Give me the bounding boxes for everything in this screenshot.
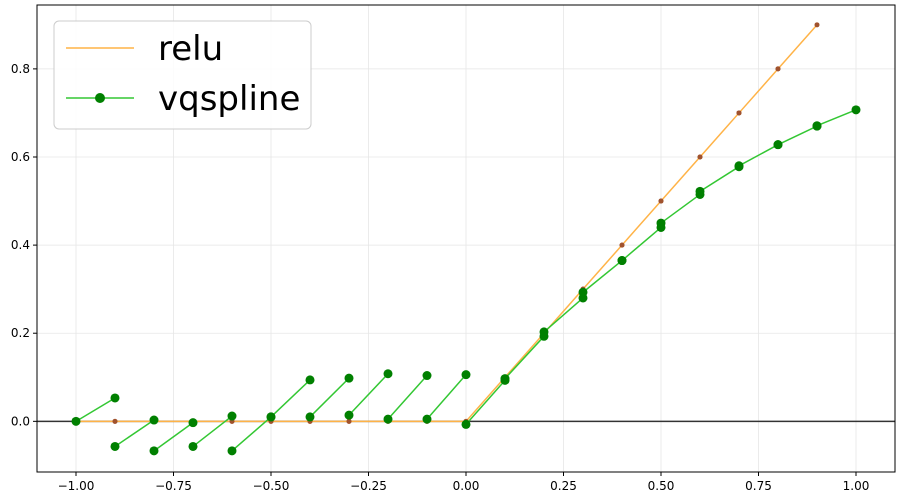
vqspline-point <box>344 373 354 383</box>
vqspline-point <box>734 161 744 171</box>
x-axis: −1.00 −0.75 −0.50 −0.25 0.00 0.25 0.50 0.75 1.00 <box>58 472 870 493</box>
y-axis: 0.0 0.2 0.4 0.6 0.8 <box>11 62 37 428</box>
vqspline-point <box>812 121 822 131</box>
y-tick-label: 0.4 <box>11 238 30 252</box>
vqspline-segment <box>465 379 506 425</box>
relu-point <box>697 154 703 160</box>
vqspline-point <box>188 441 198 451</box>
vqspline-segment <box>387 375 428 420</box>
relu-segment <box>621 200 662 246</box>
vqspline-point <box>266 412 276 422</box>
x-tick-label: 1.00 <box>843 479 870 493</box>
vqspline-point <box>851 105 861 115</box>
x-tick-label: 0.00 <box>453 479 480 493</box>
vqspline-point <box>149 446 159 456</box>
x-tick-label: −1.00 <box>58 479 95 493</box>
relu-point <box>346 418 352 424</box>
vqspline-point <box>773 140 783 150</box>
vqspline-point <box>71 416 81 426</box>
relu-point <box>658 198 664 204</box>
legend-marker-vqspline <box>95 93 105 103</box>
vqspline-segment <box>777 125 818 146</box>
y-tick-label: 0.2 <box>11 326 30 340</box>
vqspline-point <box>461 419 471 429</box>
relu-segment <box>777 24 818 70</box>
vqspline-point <box>344 410 354 420</box>
vqspline-point <box>383 414 393 424</box>
vqspline-point <box>500 374 510 384</box>
relu-segment <box>699 112 740 158</box>
vqspline-segment <box>348 373 389 416</box>
y-tick-label: 0.0 <box>11 414 30 428</box>
vqspline-segment <box>309 377 350 418</box>
vqspline-point <box>305 412 315 422</box>
relu-point <box>619 242 625 248</box>
legend-label-relu: relu <box>158 29 223 69</box>
vqspline-point <box>305 375 315 385</box>
relu-segment <box>738 68 779 114</box>
legend: relu vqspline <box>53 20 312 130</box>
vqspline-segment <box>816 109 857 127</box>
vqspline-segment <box>738 144 779 167</box>
vqspline-point <box>227 446 237 456</box>
vqspline-point <box>383 369 393 379</box>
x-tick-label: −0.75 <box>155 479 192 493</box>
vqspline-point <box>461 370 471 380</box>
relu-segment <box>660 156 701 202</box>
vqspline-point <box>110 393 120 403</box>
vqspline-point <box>227 411 237 421</box>
vqspline-point <box>149 415 159 425</box>
vqspline-point <box>422 371 432 381</box>
x-tick-label: 0.75 <box>745 479 772 493</box>
y-tick-label: 0.6 <box>11 150 30 164</box>
x-tick-label: −0.50 <box>253 479 290 493</box>
vqspline-segment <box>660 193 701 224</box>
vqspline-segment <box>582 259 623 293</box>
relu-segment <box>465 376 506 422</box>
vqspline-point <box>617 256 627 266</box>
relu-point <box>814 22 820 28</box>
vqspline-segment <box>699 166 740 192</box>
vqspline-segment <box>270 379 311 418</box>
vqspline-point <box>188 418 198 428</box>
y-tick-label: 0.8 <box>11 62 30 76</box>
vqspline-segment <box>504 335 545 380</box>
series-layer <box>71 22 861 456</box>
vqspline-segment <box>231 416 272 452</box>
vqspline-point <box>578 287 588 297</box>
relu-segment <box>504 332 545 378</box>
vqspline-segment <box>543 297 584 333</box>
vqspline-segment <box>426 374 467 420</box>
vqspline-segment <box>114 419 155 448</box>
x-tick-label: 0.25 <box>550 479 577 493</box>
legend-label-vqspline: vqspline <box>158 79 300 119</box>
relu-segment <box>582 244 623 290</box>
vqspline-point <box>656 218 666 228</box>
vqspline-point <box>695 186 705 196</box>
vqspline-segment <box>75 397 116 422</box>
vqspline-segment <box>192 415 233 448</box>
relu-point <box>775 66 781 72</box>
vqspline-segment <box>153 422 194 452</box>
relu-point <box>112 418 118 424</box>
vqspline-point <box>422 414 432 424</box>
vqspline-point <box>539 327 549 337</box>
x-tick-label: −0.25 <box>350 479 387 493</box>
vqspline-point <box>110 441 120 451</box>
x-tick-label: 0.50 <box>648 479 675 493</box>
relu-point <box>736 110 742 116</box>
vqspline-segment <box>621 226 662 262</box>
